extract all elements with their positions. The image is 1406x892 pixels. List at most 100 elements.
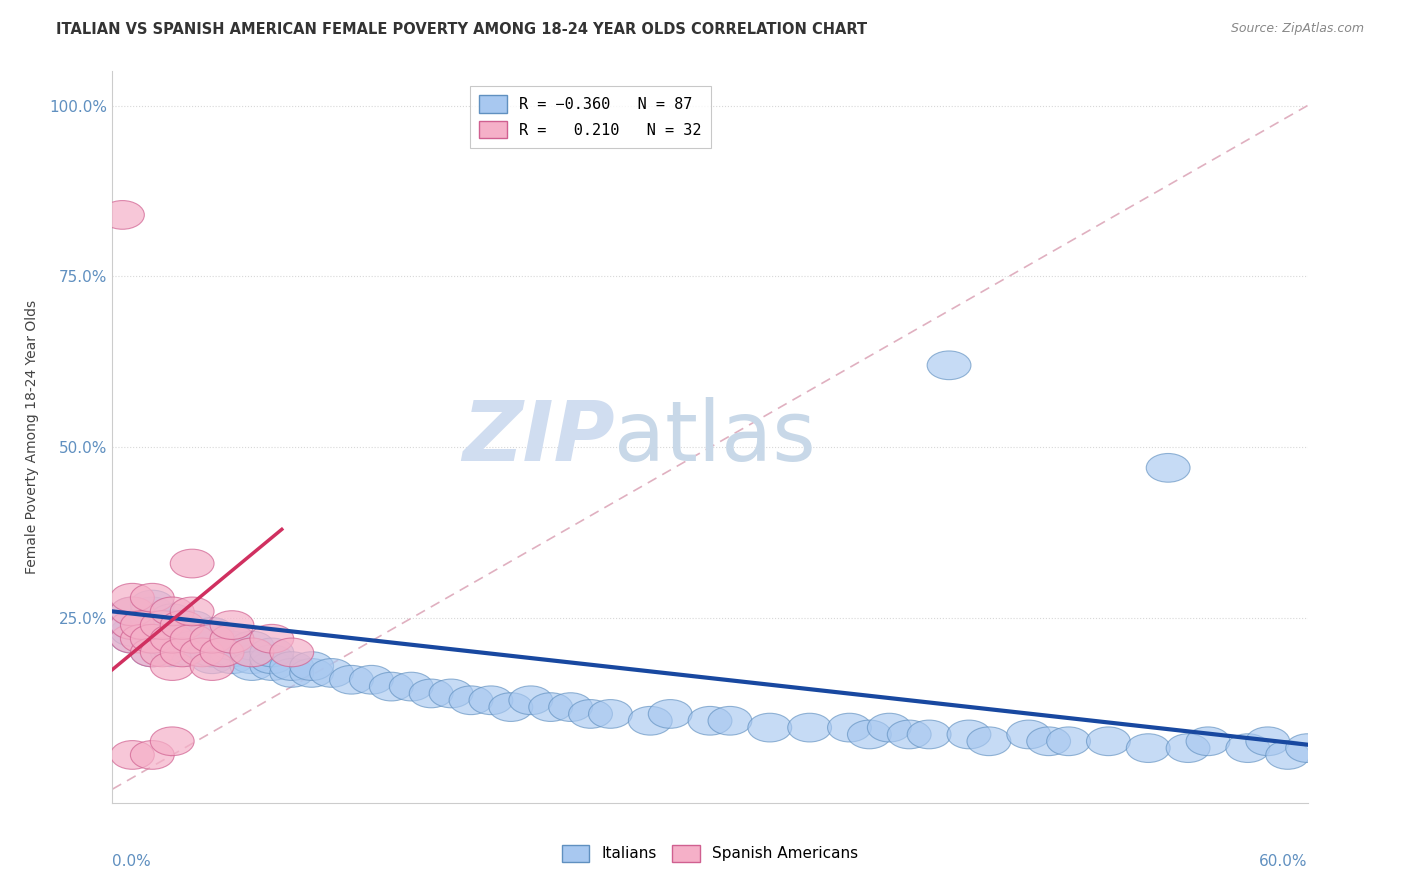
Ellipse shape bbox=[170, 549, 214, 578]
Ellipse shape bbox=[160, 638, 204, 666]
Ellipse shape bbox=[111, 740, 155, 769]
Ellipse shape bbox=[209, 624, 254, 653]
Ellipse shape bbox=[948, 720, 991, 748]
Ellipse shape bbox=[190, 617, 233, 647]
Ellipse shape bbox=[209, 645, 254, 673]
Ellipse shape bbox=[131, 617, 174, 647]
Ellipse shape bbox=[131, 638, 174, 666]
Ellipse shape bbox=[529, 693, 572, 722]
Ellipse shape bbox=[131, 604, 174, 632]
Ellipse shape bbox=[190, 638, 233, 666]
Text: 60.0%: 60.0% bbox=[1260, 854, 1308, 869]
Ellipse shape bbox=[131, 591, 174, 619]
Ellipse shape bbox=[231, 638, 274, 666]
Ellipse shape bbox=[449, 686, 494, 714]
Ellipse shape bbox=[231, 652, 274, 681]
Ellipse shape bbox=[190, 638, 233, 666]
Y-axis label: Female Poverty Among 18-24 Year Olds: Female Poverty Among 18-24 Year Olds bbox=[24, 300, 38, 574]
Ellipse shape bbox=[121, 624, 165, 653]
Ellipse shape bbox=[1187, 727, 1230, 756]
Ellipse shape bbox=[1126, 734, 1170, 763]
Ellipse shape bbox=[329, 665, 374, 694]
Ellipse shape bbox=[150, 632, 194, 660]
Ellipse shape bbox=[1087, 727, 1130, 756]
Ellipse shape bbox=[270, 638, 314, 666]
Ellipse shape bbox=[131, 624, 174, 653]
Ellipse shape bbox=[170, 632, 214, 660]
Ellipse shape bbox=[131, 583, 174, 612]
Ellipse shape bbox=[470, 686, 513, 714]
Ellipse shape bbox=[309, 658, 353, 687]
Ellipse shape bbox=[250, 638, 294, 666]
Ellipse shape bbox=[121, 611, 165, 640]
Ellipse shape bbox=[141, 638, 184, 666]
Ellipse shape bbox=[1166, 734, 1211, 763]
Ellipse shape bbox=[150, 597, 194, 626]
Ellipse shape bbox=[568, 699, 613, 728]
Ellipse shape bbox=[1226, 734, 1270, 763]
Ellipse shape bbox=[290, 658, 333, 687]
Ellipse shape bbox=[170, 617, 214, 647]
Ellipse shape bbox=[1046, 727, 1091, 756]
Text: Source: ZipAtlas.com: Source: ZipAtlas.com bbox=[1230, 22, 1364, 36]
Ellipse shape bbox=[209, 624, 254, 653]
Ellipse shape bbox=[250, 624, 294, 653]
Ellipse shape bbox=[848, 720, 891, 748]
Ellipse shape bbox=[250, 652, 294, 681]
Ellipse shape bbox=[209, 638, 254, 666]
Text: 0.0%: 0.0% bbox=[112, 854, 152, 869]
Ellipse shape bbox=[150, 624, 194, 653]
Ellipse shape bbox=[1146, 453, 1189, 483]
Ellipse shape bbox=[111, 611, 155, 640]
Text: ZIP: ZIP bbox=[461, 397, 614, 477]
Ellipse shape bbox=[150, 727, 194, 756]
Ellipse shape bbox=[190, 652, 233, 681]
Ellipse shape bbox=[200, 638, 245, 666]
Ellipse shape bbox=[748, 714, 792, 742]
Ellipse shape bbox=[131, 624, 174, 653]
Ellipse shape bbox=[868, 714, 911, 742]
Ellipse shape bbox=[270, 658, 314, 687]
Ellipse shape bbox=[589, 699, 633, 728]
Ellipse shape bbox=[131, 740, 174, 769]
Ellipse shape bbox=[141, 611, 184, 640]
Ellipse shape bbox=[150, 611, 194, 640]
Ellipse shape bbox=[828, 714, 872, 742]
Text: atlas: atlas bbox=[614, 397, 815, 477]
Ellipse shape bbox=[190, 632, 233, 660]
Ellipse shape bbox=[1285, 734, 1330, 763]
Ellipse shape bbox=[190, 624, 233, 653]
Ellipse shape bbox=[180, 638, 224, 666]
Ellipse shape bbox=[648, 699, 692, 728]
Ellipse shape bbox=[131, 597, 174, 626]
Ellipse shape bbox=[190, 624, 233, 653]
Ellipse shape bbox=[231, 638, 274, 666]
Ellipse shape bbox=[111, 597, 155, 626]
Ellipse shape bbox=[250, 645, 294, 673]
Ellipse shape bbox=[131, 611, 174, 640]
Ellipse shape bbox=[688, 706, 733, 735]
Ellipse shape bbox=[787, 714, 831, 742]
Ellipse shape bbox=[231, 645, 274, 673]
Ellipse shape bbox=[209, 632, 254, 660]
Ellipse shape bbox=[170, 624, 214, 653]
Ellipse shape bbox=[270, 652, 314, 681]
Ellipse shape bbox=[1007, 720, 1050, 748]
Ellipse shape bbox=[209, 611, 254, 640]
Ellipse shape bbox=[111, 624, 155, 653]
Ellipse shape bbox=[1265, 740, 1309, 769]
Ellipse shape bbox=[409, 679, 453, 707]
Ellipse shape bbox=[150, 632, 194, 660]
Ellipse shape bbox=[131, 638, 174, 666]
Ellipse shape bbox=[370, 673, 413, 701]
Legend: Italians, Spanish Americans: Italians, Spanish Americans bbox=[555, 838, 865, 868]
Ellipse shape bbox=[150, 638, 194, 666]
Ellipse shape bbox=[1026, 727, 1070, 756]
Ellipse shape bbox=[111, 583, 155, 612]
Ellipse shape bbox=[231, 632, 274, 660]
Ellipse shape bbox=[160, 611, 204, 640]
Ellipse shape bbox=[709, 706, 752, 735]
Ellipse shape bbox=[927, 351, 972, 380]
Ellipse shape bbox=[170, 611, 214, 640]
Ellipse shape bbox=[170, 632, 214, 660]
